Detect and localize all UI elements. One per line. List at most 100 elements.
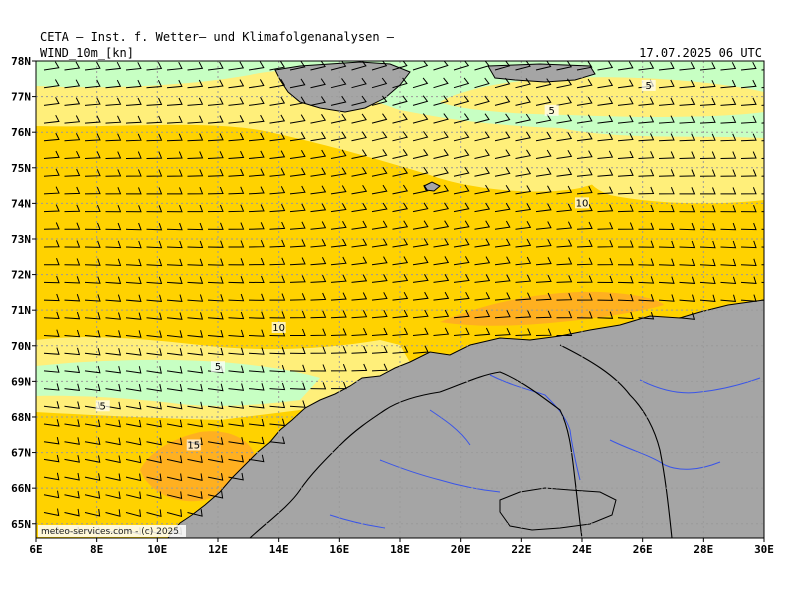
wind-barb (720, 294, 737, 302)
wind-barb (617, 61, 634, 71)
wind-barb (515, 149, 532, 159)
wind-barb (658, 115, 675, 124)
wind-barb (166, 276, 183, 284)
wind-barb (43, 114, 60, 124)
wind-barb (187, 383, 203, 392)
wind-barb (125, 348, 142, 356)
wind-barb (43, 258, 60, 266)
wind-barb (535, 221, 552, 230)
wind-barb (453, 274, 470, 283)
wind-barb (166, 348, 183, 356)
credit-background (38, 525, 186, 537)
wind-barb (310, 149, 327, 159)
wind-barb (679, 276, 696, 284)
wind-barb (84, 365, 101, 374)
wind-barb (576, 78, 593, 89)
credit-box: meteo-services.com - (c) 2025 (38, 525, 186, 537)
wind-barb (228, 240, 245, 248)
wind-barb (494, 202, 511, 213)
wind-barb (494, 220, 511, 230)
wind-barb (392, 327, 409, 336)
wind-barb (146, 169, 163, 177)
wind-barb (187, 133, 204, 142)
wind-barb (84, 330, 101, 338)
wind-barb (84, 115, 101, 124)
wind-barb (64, 383, 81, 391)
wind-barb (453, 256, 470, 266)
wind-barb (412, 131, 429, 142)
wind-barb (187, 79, 204, 89)
wind-barb (351, 113, 367, 124)
wind-barb (43, 419, 60, 427)
contour-label-bg (186, 439, 201, 451)
wind-barb (64, 240, 81, 248)
contour-label-bg (575, 197, 589, 209)
wind-barb (617, 276, 634, 284)
wind-barb (146, 276, 163, 285)
wind-barb (433, 256, 450, 266)
wind-barb (187, 294, 204, 302)
wind-barb (617, 150, 634, 159)
wind-barb (494, 238, 511, 248)
river-1 (489, 374, 581, 481)
wind-barb (740, 258, 757, 267)
wind-barb (658, 258, 675, 266)
wind-barb (658, 187, 675, 195)
wind-barb (248, 383, 265, 391)
wind-barb (535, 96, 552, 106)
wind-barb (43, 365, 60, 373)
wind-barb (166, 330, 183, 338)
wind-barb (248, 275, 265, 284)
wind-barb (187, 348, 204, 356)
wind-barb (474, 292, 491, 301)
wind-barb (720, 79, 737, 89)
wind-barb (105, 491, 121, 499)
wind-barb (146, 62, 163, 71)
wind-barb (228, 401, 245, 409)
wind-barb (330, 238, 347, 248)
wind-barb (269, 221, 286, 230)
wind-barb (310, 167, 327, 177)
wind-barb (679, 312, 696, 320)
wind-barb (679, 258, 696, 267)
wind-barb (351, 220, 368, 230)
wind-barb (269, 150, 286, 159)
wind-barb (43, 186, 60, 195)
wind-barb (371, 363, 388, 372)
wind-barb (392, 256, 409, 266)
wind-barb (125, 401, 142, 410)
wind-barb (125, 366, 142, 374)
wind-barb (494, 113, 511, 124)
wind-barb (412, 166, 429, 177)
wind-barb (535, 328, 552, 336)
wind-barb (248, 61, 265, 71)
wind-barb (105, 437, 121, 446)
wind-barb (310, 221, 327, 230)
wind-barb (207, 186, 224, 195)
wind-barb (351, 185, 368, 195)
wind-barb (125, 240, 142, 249)
wind-barb (105, 222, 122, 231)
wind-barb (638, 312, 655, 320)
contour-label-bg (95, 400, 110, 412)
wind-barb (228, 347, 245, 356)
wind-barb (412, 95, 429, 106)
wind-barb (310, 131, 327, 142)
wind-barb (269, 239, 286, 248)
wind-barb (167, 187, 183, 195)
wind-barb (64, 150, 81, 159)
wind-barb (412, 202, 429, 213)
wind-barb (331, 381, 347, 390)
wind-barb (351, 95, 367, 106)
wind-barb (576, 275, 593, 283)
wind-barb (84, 491, 101, 499)
wind-barb (433, 149, 449, 159)
wind-barb (84, 419, 101, 428)
wind-barb (515, 131, 532, 142)
wind-barb (43, 490, 60, 499)
wind-barb (515, 220, 532, 230)
wind-barb (700, 187, 716, 195)
wind-barb (351, 167, 368, 177)
wind-barb (289, 96, 306, 106)
lat-tick-label: 77N (11, 91, 31, 104)
